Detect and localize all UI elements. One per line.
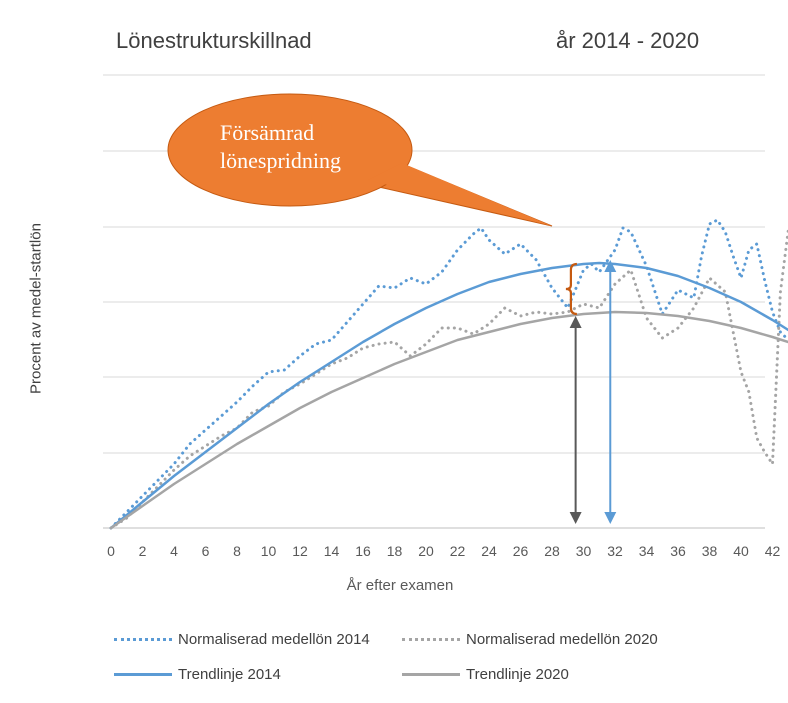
callout-bubble <box>167 93 413 207</box>
x-tick-label: 32 <box>607 543 623 559</box>
x-tick-label: 34 <box>639 543 655 559</box>
x-tick-label: 6 <box>202 543 210 559</box>
x-tick-label: 28 <box>544 543 560 559</box>
series-line-0 <box>109 218 788 530</box>
series-line-1 <box>109 228 788 530</box>
x-axis-label: År efter examen <box>346 577 454 594</box>
arrow-head-down <box>604 512 617 524</box>
legend-item-2020-dotted: Normaliserad medellön 2020 <box>402 631 658 648</box>
x-tick-label: 36 <box>670 543 686 559</box>
series-line-3 <box>109 310 788 530</box>
legend-swatch <box>402 673 460 676</box>
y-axis-label: Procent av medel-startlön <box>27 223 45 394</box>
legend-swatch <box>402 638 460 641</box>
legend-label: Normaliserad medellön 2020 <box>466 631 658 648</box>
legend-label: Trendlinje 2014 <box>178 666 281 683</box>
legend-item-2020-trend: Trendlinje 2020 <box>402 666 569 683</box>
arrow-head-up <box>569 316 582 328</box>
x-tick-label: 38 <box>702 543 718 559</box>
x-tick-label: 4 <box>170 543 178 559</box>
x-tick-label: 40 <box>733 543 749 559</box>
x-tick-label: 30 <box>576 543 592 559</box>
series-line-2 <box>109 261 788 530</box>
legend-item-2014-dotted: Normaliserad medellön 2014 <box>114 631 370 648</box>
x-tick-label: 42 <box>765 543 781 559</box>
legend-swatch <box>114 638 172 641</box>
x-tick-label: 18 <box>387 543 403 559</box>
x-tick-label: 14 <box>324 543 340 559</box>
arrow-head-up <box>604 260 617 272</box>
arrow-head-down <box>569 512 582 524</box>
x-tick-label: 20 <box>418 543 434 559</box>
callout-text-line2: lönespridning <box>220 148 341 173</box>
x-tick-label: 24 <box>481 543 497 559</box>
legend-label: Normaliserad medellön 2014 <box>178 631 370 648</box>
x-tick-label: 0 <box>107 543 115 559</box>
legend-swatch <box>114 673 172 676</box>
x-tick-label: 10 <box>261 543 277 559</box>
legend-item-2014-trend: Trendlinje 2014 <box>114 666 281 683</box>
brace-marker <box>565 262 577 316</box>
x-tick-label: 26 <box>513 543 529 559</box>
x-tick-label: 22 <box>450 543 466 559</box>
x-tick-label: 16 <box>355 543 371 559</box>
legend-label: Trendlinje 2020 <box>466 666 569 683</box>
x-tick-label: 8 <box>233 543 241 559</box>
callout-pointer-fill <box>368 163 552 226</box>
x-tick-label: 12 <box>292 543 308 559</box>
x-tick-label: 2 <box>139 543 147 559</box>
chart-period: år 2014 - 2020 <box>556 28 700 53</box>
chart-title: Lönestrukturskillnad <box>116 28 312 53</box>
callout-text-line1: Försämrad <box>220 120 314 145</box>
